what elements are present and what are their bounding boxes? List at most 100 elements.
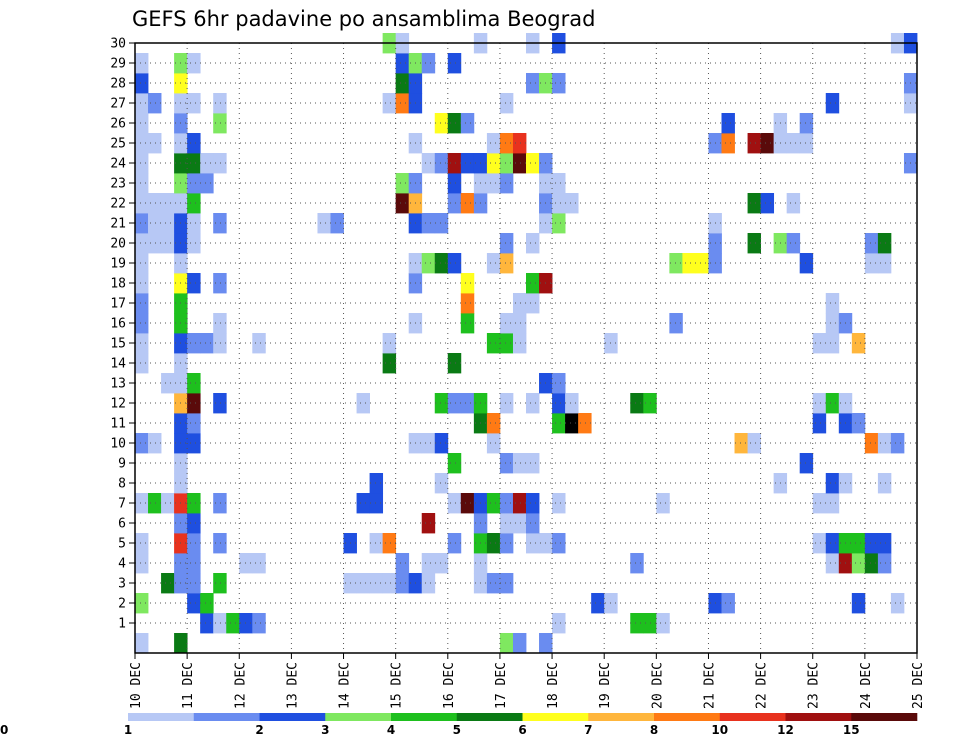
x-tick-label: 25 DEC: [911, 662, 926, 709]
heatmap-cell: [161, 233, 175, 254]
heatmap-cell: [486, 493, 501, 514]
heatmap-cell: [799, 253, 814, 274]
heatmap-cell: [135, 493, 149, 514]
legend-label: 6: [518, 723, 526, 737]
legend-swatch: [193, 713, 260, 721]
heatmap-cell: [161, 573, 175, 594]
heatmap-cell: [512, 633, 527, 654]
heatmap-cell: [187, 193, 201, 214]
heatmap-cell: [356, 573, 370, 594]
heatmap-cell: [552, 213, 566, 234]
heatmap-cell: [135, 533, 149, 554]
y-tick-label: 6: [118, 517, 126, 532]
heatmap-cell: [877, 473, 892, 494]
x-tick-label: 11 DEC: [181, 662, 196, 709]
x-tick-label: 22 DEC: [755, 662, 770, 709]
heatmap-cell: [135, 53, 149, 74]
x-axis-ticks: 10 DEC 11 DEC 12 DEC 13 DEC 14 DEC 15 DEC 16 D…: [129, 653, 926, 709]
heatmap-cell: [812, 333, 827, 354]
heatmap-cell: [200, 173, 214, 194]
heatmap-cell: [135, 353, 149, 374]
heatmap-cell: [825, 393, 840, 414]
legend-label: 4: [387, 723, 395, 737]
heatmap-cell: [447, 353, 462, 374]
y-tick-label: 20: [110, 237, 126, 252]
heatmap-cell: [135, 193, 149, 214]
heatmap-cell: [395, 553, 410, 574]
y-tick-label: 19: [110, 257, 126, 272]
heatmap-cell: [252, 613, 266, 634]
y-tick-label: 17: [110, 297, 126, 312]
heatmap-cell: [187, 373, 201, 394]
x-tick-label: 21 DEC: [702, 662, 717, 709]
heatmap-cell: [656, 613, 670, 634]
heatmap-cell: [148, 233, 162, 254]
heatmap-cell: [512, 133, 527, 154]
heatmap-cell: [512, 293, 527, 314]
legend-label: 15: [843, 723, 860, 737]
heatmap-cell: [499, 513, 514, 534]
heatmap-cell: [721, 133, 735, 154]
legend-label: 5: [453, 723, 461, 737]
heatmap-cell: [851, 553, 866, 574]
heatmap-cell: [369, 493, 384, 514]
y-tick-label: 3: [118, 577, 126, 592]
heatmap-cell: [786, 133, 801, 154]
heatmap-cell: [734, 433, 748, 454]
heatmap-cell: [499, 333, 514, 354]
legend-label: 20: [0, 723, 8, 737]
heatmap-cell: [135, 633, 149, 654]
heatmap-cell: [434, 153, 449, 174]
y-tick-label: 27: [110, 97, 126, 112]
heatmap-cell: [760, 133, 775, 154]
heatmap-cell: [317, 213, 331, 234]
heatmap-cell: [148, 433, 162, 454]
heatmap-cell: [721, 593, 735, 614]
heatmap-cell: [486, 153, 501, 174]
x-tick-label: 24 DEC: [859, 662, 874, 709]
heatmap-cell: [460, 393, 475, 414]
heatmap-cell: [851, 413, 866, 434]
x-tick-label: 20 DEC: [650, 662, 665, 709]
heatmap-cell: [434, 393, 449, 414]
heatmap-cell: [213, 213, 227, 234]
heatmap-cell: [213, 153, 227, 174]
legend-swatch: [456, 713, 523, 721]
heatmap-cell: [760, 193, 775, 214]
heatmap-cell: [161, 493, 175, 514]
heatmap-cell: [552, 413, 566, 434]
heatmap-cell: [682, 253, 696, 274]
heatmap-cell: [460, 493, 475, 514]
heatmap-cell: [565, 393, 579, 414]
heatmap-cell: [135, 73, 149, 94]
heatmap-cell: [812, 413, 827, 434]
heatmap-cell: [213, 533, 227, 554]
heatmap-cell: [747, 193, 761, 214]
heatmap-cell: [187, 393, 201, 414]
heatmap-cell: [356, 393, 370, 414]
plot-frame: [134, 42, 918, 654]
heatmap-cell: [669, 313, 683, 334]
y-tick-label: 8: [118, 477, 126, 492]
legend-label: 12: [777, 723, 794, 737]
heatmap-cell: [526, 273, 540, 294]
heatmap-cell: [526, 293, 540, 314]
heatmap-cell: [395, 73, 410, 94]
grid-lines: [135, 42, 917, 653]
heatmap-cell: [187, 173, 201, 194]
legend-swatch: [851, 713, 918, 721]
heatmap-cell: [382, 333, 397, 354]
heatmap-cell: [213, 573, 227, 594]
heatmap-cell: [539, 633, 553, 654]
heatmap-cell: [187, 513, 201, 534]
y-tick-label: 25: [110, 137, 126, 152]
heatmap-cell: [447, 113, 462, 134]
heatmap-cell: [213, 333, 227, 354]
heatmap-cell: [421, 513, 436, 534]
heatmap-cell: [369, 533, 384, 554]
heatmap-cell: [825, 553, 840, 574]
heatmap-cell: [851, 333, 866, 354]
heatmap-cell: [512, 493, 527, 514]
heatmap-cell: [382, 353, 397, 374]
heatmap-cell: [799, 453, 814, 474]
